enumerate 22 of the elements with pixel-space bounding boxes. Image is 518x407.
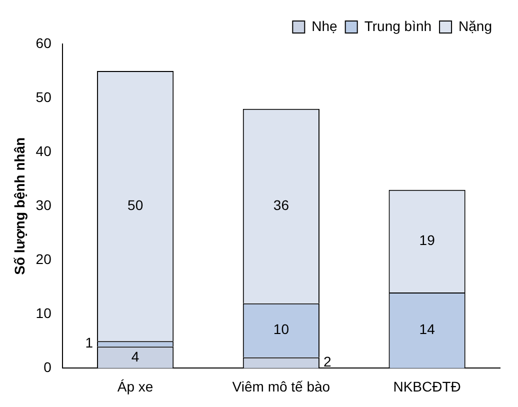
data-label: 50 xyxy=(128,196,144,213)
data-label: 2 xyxy=(323,354,332,370)
legend-label: Nặng xyxy=(458,18,492,34)
data-label: 4 xyxy=(131,348,140,364)
y-tick-label: 50 xyxy=(36,88,52,105)
data-label: 19 xyxy=(419,232,436,248)
y-tick-label: 30 xyxy=(36,196,52,213)
legend-label: Trung bình xyxy=(364,18,432,34)
x-tick-label: Áp xe xyxy=(117,378,154,394)
y-tick-label: 0 xyxy=(44,359,52,376)
data-label: 14 xyxy=(419,321,436,338)
y-tick-label: 10 xyxy=(36,305,52,322)
data-label: 36 xyxy=(273,196,290,213)
y-tick-label: 40 xyxy=(36,142,52,159)
data-label: 1 xyxy=(85,334,94,351)
y-tick-label: 60 xyxy=(36,34,52,51)
legend-label: Nhẹ xyxy=(312,18,338,34)
y-tick-label: 20 xyxy=(36,250,52,267)
x-tick-label: Viêm mô tế bào xyxy=(232,378,330,394)
data-label: 10 xyxy=(273,321,290,338)
y-axis-title: Số lượng bệnh nhân xyxy=(11,137,28,275)
x-tick-label: NKBCĐTĐ xyxy=(393,378,461,394)
